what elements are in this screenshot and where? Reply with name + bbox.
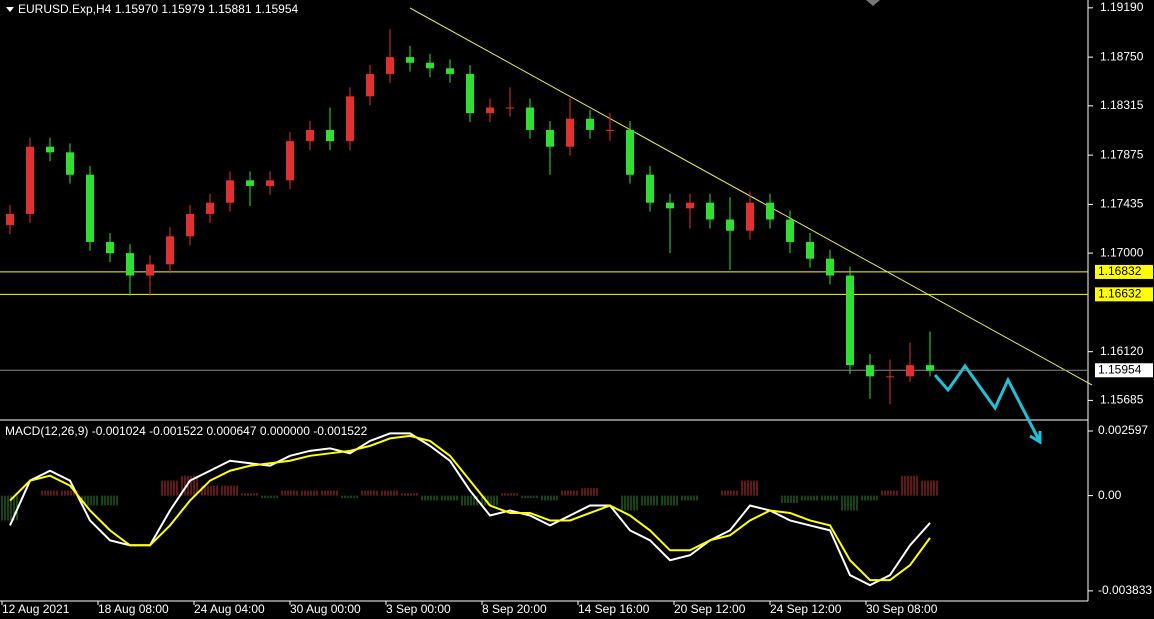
candle-body <box>246 180 254 186</box>
candle-body <box>566 118 574 147</box>
shift-marker[interactable] <box>866 0 880 6</box>
y-tick-label: 1.18315 <box>1100 98 1144 112</box>
x-tick-label: 30 Aug 00:00 <box>290 602 361 616</box>
candle-body <box>626 129 634 175</box>
candle-body <box>46 146 54 153</box>
level-label: 1.16832 <box>1098 264 1142 278</box>
level-label: 1.15954 <box>1098 362 1142 376</box>
macd-line <box>9 434 931 582</box>
candle-body <box>86 174 94 242</box>
candle-body <box>586 118 594 130</box>
macd-line <box>9 432 931 587</box>
x-tick-label: 3 Sep 00:00 <box>386 602 451 616</box>
y-tick-label: 0.002597 <box>1098 423 1148 437</box>
candle-body <box>266 180 274 186</box>
candle-body <box>686 202 694 209</box>
level-label: 1.16632 <box>1098 287 1142 301</box>
candle-body <box>466 73 474 114</box>
candle-body <box>26 146 34 214</box>
candle-body <box>826 258 834 276</box>
candle-body <box>66 152 74 175</box>
candle-body <box>546 129 554 147</box>
candle-body <box>526 107 534 130</box>
y-tick-label: 1.16120 <box>1100 344 1144 358</box>
candle-body <box>766 202 774 220</box>
candle-body <box>606 129 614 131</box>
level-tag <box>1095 363 1153 378</box>
x-tick-label: 24 Aug 04:00 <box>194 602 265 616</box>
candle-body <box>226 180 234 203</box>
x-tick-label: 30 Sep 08:00 <box>866 602 938 616</box>
candle-body <box>146 264 154 276</box>
candle-body <box>186 213 194 237</box>
trend-line <box>409 7 1093 386</box>
candle-body <box>286 141 294 181</box>
forecast-arrows <box>933 363 1042 445</box>
candle-body <box>386 57 394 74</box>
candle-body <box>806 241 814 259</box>
candle-body <box>346 96 354 142</box>
y-tick-label: 1.17875 <box>1100 147 1144 161</box>
candle-body <box>926 365 934 371</box>
candle-body <box>706 202 714 220</box>
candle-body <box>506 107 514 109</box>
candle-body <box>6 213 14 226</box>
candle-body <box>846 275 854 366</box>
level-tag <box>1095 287 1153 302</box>
candle-body <box>486 107 494 114</box>
x-tick-label: 12 Aug 2021 <box>2 602 70 616</box>
candle-body <box>746 202 754 231</box>
level-tag <box>1095 264 1153 279</box>
candle-body <box>646 174 654 203</box>
candle-body <box>786 219 794 242</box>
y-tick-label: 1.19190 <box>1100 0 1144 14</box>
macd-header: MACD(12,26,9) -0.001024 -0.001522 0.0006… <box>5 424 368 438</box>
candle-body <box>306 129 314 142</box>
candle-body <box>126 253 134 276</box>
candle-body <box>906 365 914 377</box>
candle-body <box>426 62 434 69</box>
symbol-header: EURUSD.Exp,H4 1.15970 1.15979 1.15881 1.… <box>18 2 299 16</box>
x-tick-label: 8 Sep 20:00 <box>482 602 547 616</box>
y-tick-label: 1.17000 <box>1100 245 1144 259</box>
candle-body <box>886 376 894 378</box>
candle-body <box>866 365 874 377</box>
candle-body <box>206 202 214 214</box>
candle-body <box>666 202 674 209</box>
candle-body <box>106 241 114 254</box>
y-tick-label: 1.18750 <box>1100 49 1144 63</box>
x-tick-label: 14 Sep 16:00 <box>578 602 650 616</box>
y-tick-label: 1.17435 <box>1100 197 1144 211</box>
y-tick-label: -0.003833 <box>1098 583 1152 597</box>
y-tick-label: 0.00 <box>1098 488 1122 502</box>
candle-body <box>166 236 174 265</box>
candle-body <box>326 129 334 142</box>
candle-body <box>366 73 374 97</box>
candle-body <box>726 219 734 231</box>
candle-body <box>406 57 414 63</box>
menu-triangle[interactable] <box>6 7 14 12</box>
x-tick-label: 18 Aug 08:00 <box>98 602 169 616</box>
x-tick-label: 24 Sep 12:00 <box>770 602 842 616</box>
x-tick-label: 20 Sep 12:00 <box>674 602 746 616</box>
candle-body <box>446 68 454 74</box>
y-tick-label: 1.15685 <box>1100 393 1144 407</box>
